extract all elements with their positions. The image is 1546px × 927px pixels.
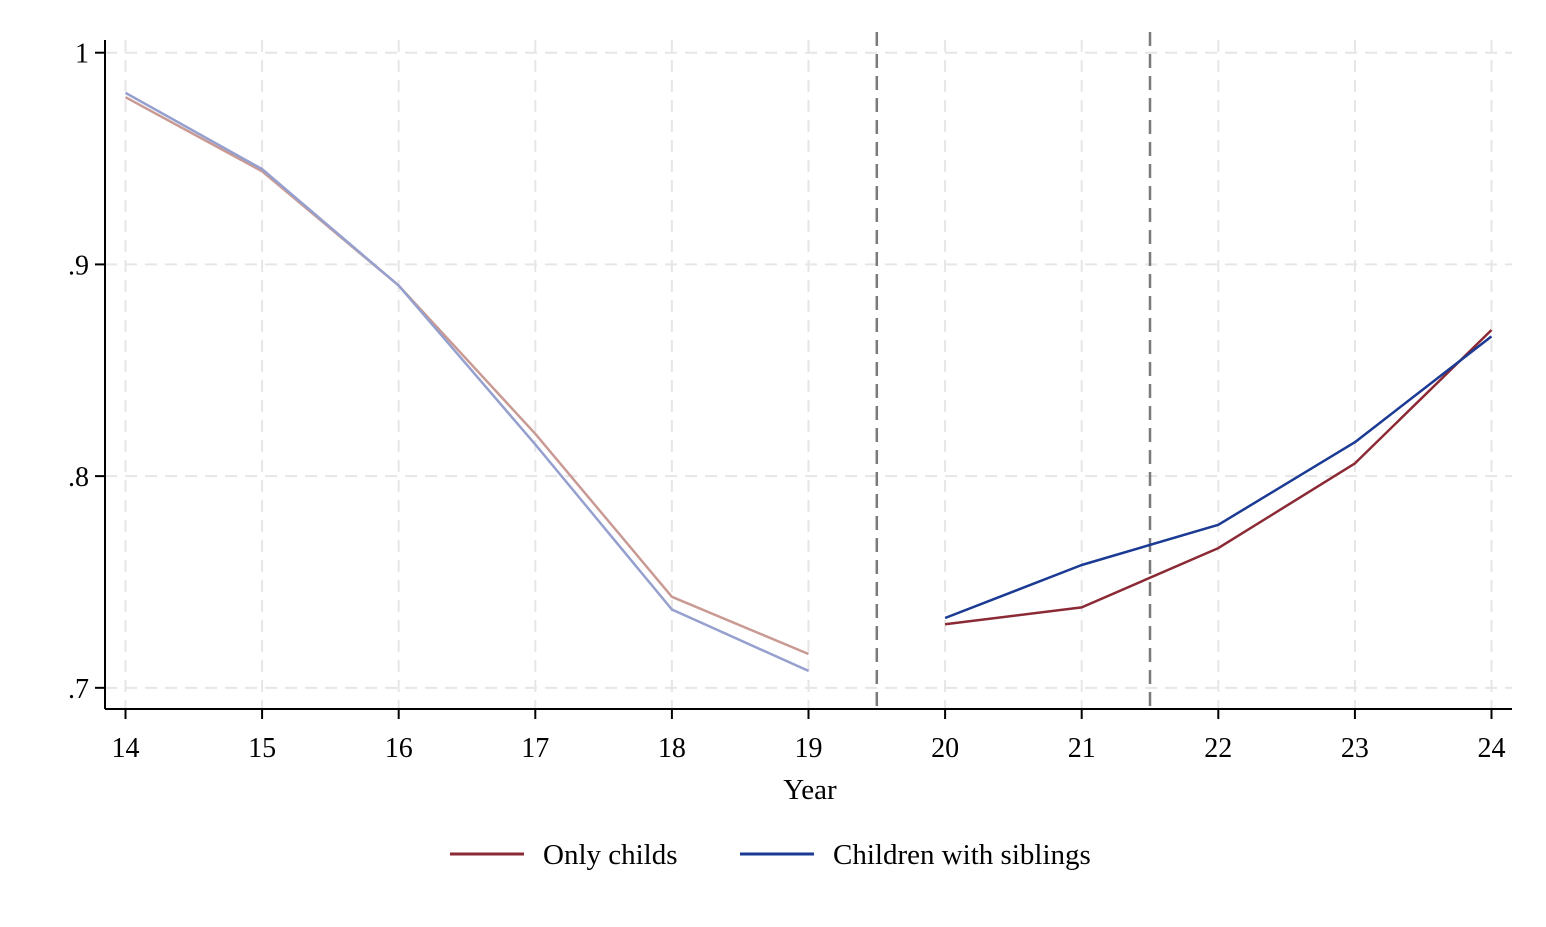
- x-tick-label-19: 19: [795, 733, 823, 764]
- ticks: 14 15 16 17 18 19 20 21 22 23 24 .7 .8 .9 1: [68, 39, 1506, 764]
- series-0-segment-faded-line: [124, 96, 809, 656]
- series-0-segment-solid-line: [944, 329, 1493, 626]
- x-tick-label-17: 17: [521, 733, 549, 764]
- legend-label-only-childs: Only childs: [543, 839, 678, 871]
- y-tick-label-.9: .9: [68, 250, 89, 281]
- reference-lines: [875, 32, 1152, 709]
- y-tick-label-.7: .7: [68, 674, 89, 705]
- grid: [105, 40, 1512, 709]
- x-tick-label-16: 16: [385, 733, 413, 764]
- legend: Only childs Children with siblings: [450, 839, 1091, 871]
- x-tick-label-22: 22: [1204, 733, 1232, 764]
- x-tick-label-20: 20: [931, 733, 959, 764]
- series-lines: [124, 91, 1493, 673]
- x-tick-label-15: 15: [248, 733, 276, 764]
- y-tick-label-.8: .8: [68, 462, 89, 493]
- x-axis-title: Year: [783, 774, 837, 806]
- x-tick-label-14: 14: [111, 733, 139, 764]
- legend-label-children-with-siblings: Children with siblings: [833, 839, 1091, 871]
- x-tick-label-18: 18: [658, 733, 686, 764]
- series-1-segment-solid-line: [944, 335, 1493, 620]
- y-tick-label-1: 1: [75, 39, 89, 70]
- x-tick-label-24: 24: [1478, 733, 1506, 764]
- series-1-segment-faded-line: [124, 91, 810, 673]
- x-tick-label-21: 21: [1068, 733, 1096, 764]
- x-tick-label-23: 23: [1341, 733, 1369, 764]
